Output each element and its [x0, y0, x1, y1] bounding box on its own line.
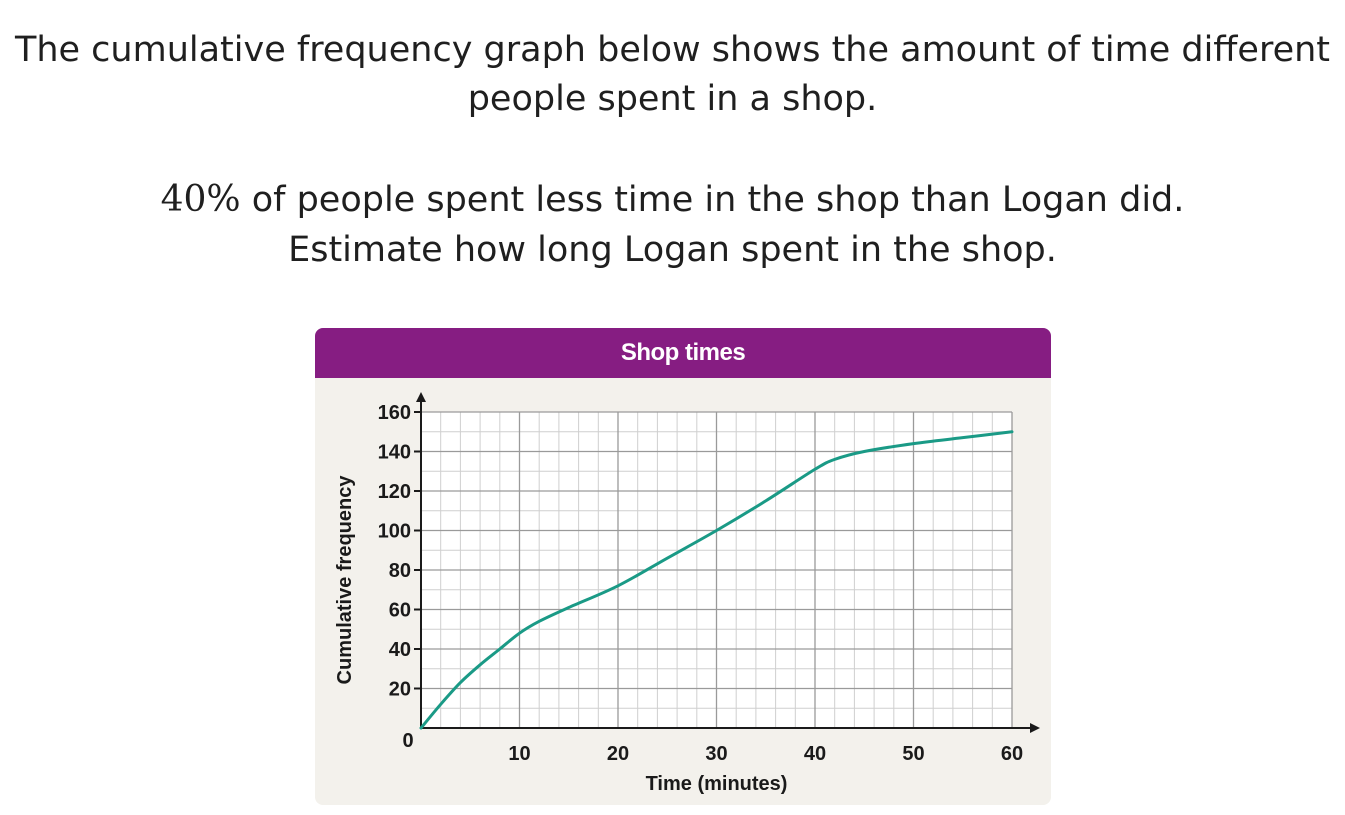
x-tick-label: 50 [902, 743, 924, 765]
series [419, 430, 1014, 730]
percentage-value: 40% [160, 179, 241, 220]
x-axis-arrow [1030, 723, 1040, 733]
cumulative-frequency-chart: 20 40 60 80 100 120 140 160 10 20 30 40 50 60 0 Time (m… [334, 392, 1040, 795]
y-tick-label: 100 [378, 521, 411, 543]
y-tick-label: 160 [378, 402, 411, 424]
axes [414, 392, 1040, 733]
y-tick-label: 20 [389, 679, 411, 701]
question-line-4: Estimate how long Logan spent in the sho… [288, 230, 1057, 270]
y-axis-arrow [416, 392, 426, 402]
x-axis-title: Time (minutes) [646, 773, 788, 795]
y-axis-title: Cumulative frequency [334, 475, 356, 685]
y-tick-label: 60 [389, 600, 411, 622]
chart-panel: Shop times 20 40 60 80 100 120 140 160 10 20 30 40 5… [315, 328, 1051, 805]
cumulative-frequency-curve [419, 430, 1014, 730]
grid [420, 411, 1013, 729]
question-line-3: 40% of people spent less time in the sho… [0, 176, 1345, 224]
x-tick-label: 60 [1001, 743, 1023, 765]
chart-title: Shop times [315, 328, 1051, 378]
y-tick-label: 140 [378, 442, 411, 464]
x-tick-label: 20 [607, 743, 629, 765]
x-tick-label: 40 [804, 743, 826, 765]
x-tick-label: 30 [705, 743, 727, 765]
x-tick-label: 10 [508, 743, 530, 765]
y-tick-label: 40 [389, 639, 411, 661]
y-tick-label: 80 [389, 560, 411, 582]
y-tick-label: 120 [378, 481, 411, 503]
question-line-3-text: of people spent less time in the shop th… [240, 180, 1185, 220]
question-line-2: people spent in a shop. [467, 79, 878, 119]
question-line-1: The cumulative frequency graph below sho… [14, 30, 1331, 70]
origin-label: 0 [402, 730, 413, 752]
tick-labels: 20 40 60 80 100 120 140 160 10 20 30 40 50 60 0 Time (m… [334, 402, 1023, 795]
